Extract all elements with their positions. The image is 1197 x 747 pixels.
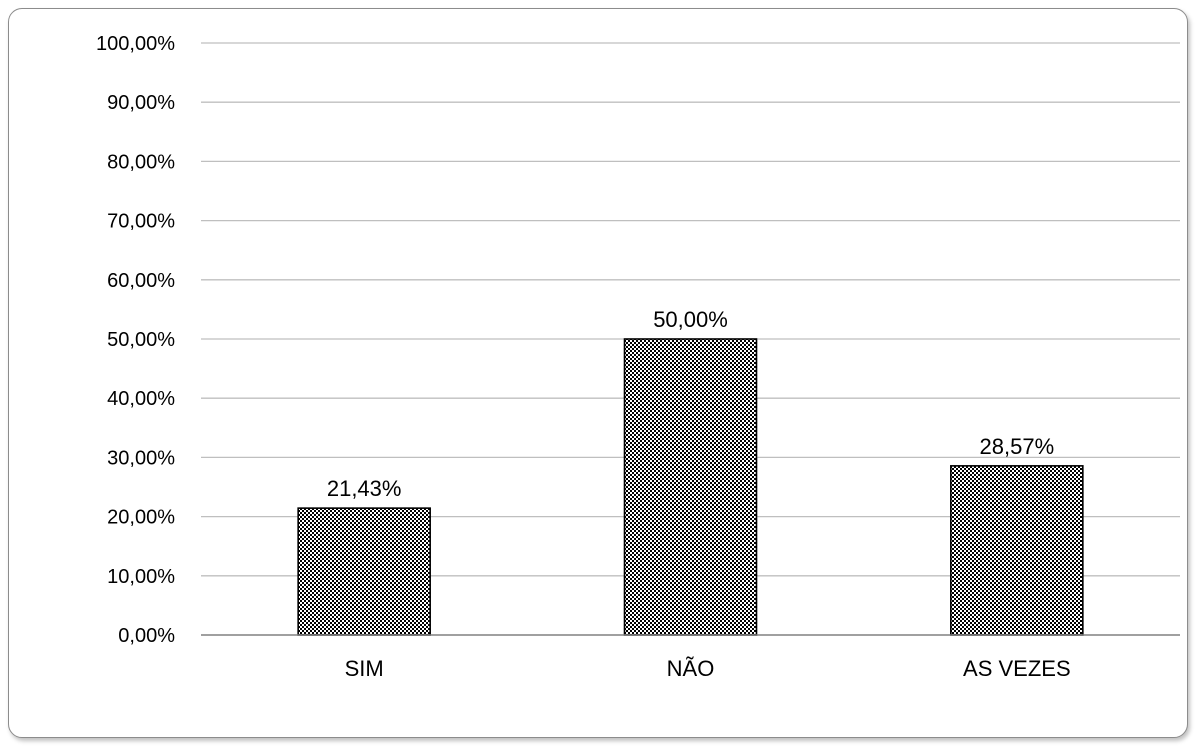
category-label: AS VEZES xyxy=(963,656,1071,681)
category-label: SIM xyxy=(345,656,384,681)
y-tick-label: 50,00% xyxy=(107,329,175,351)
bar-2 xyxy=(950,465,1084,636)
category-label: NÃO xyxy=(667,656,715,681)
bar-0 xyxy=(297,507,431,636)
y-tick-label: 40,00% xyxy=(107,388,175,410)
y-axis-tick-labels: 0,00% 10,00% 20,00% 30,00% 40,00% 50,00% 60,00… xyxy=(96,33,175,647)
y-tick-label: 90,00% xyxy=(107,92,175,114)
y-tick-label: 100,00% xyxy=(96,33,175,55)
bars xyxy=(297,338,1084,636)
data-labels: 21,43% 50,00% 28,57% xyxy=(327,307,1054,501)
data-label: 28,57% xyxy=(980,434,1055,459)
data-label: 21,43% xyxy=(327,476,402,501)
y-tick-label: 60,00% xyxy=(107,270,175,292)
y-tick-label: 10,00% xyxy=(107,566,175,588)
data-label: 50,00% xyxy=(653,307,728,332)
x-axis-category-labels: SIM NÃO AS VEZES xyxy=(345,656,1071,681)
y-tick-label: 0,00% xyxy=(118,625,175,647)
y-tick-label: 30,00% xyxy=(107,447,175,469)
bar-1 xyxy=(623,338,758,636)
y-tick-label: 80,00% xyxy=(107,151,175,173)
y-tick-label: 70,00% xyxy=(107,211,175,233)
y-tick-label: 20,00% xyxy=(107,507,175,529)
